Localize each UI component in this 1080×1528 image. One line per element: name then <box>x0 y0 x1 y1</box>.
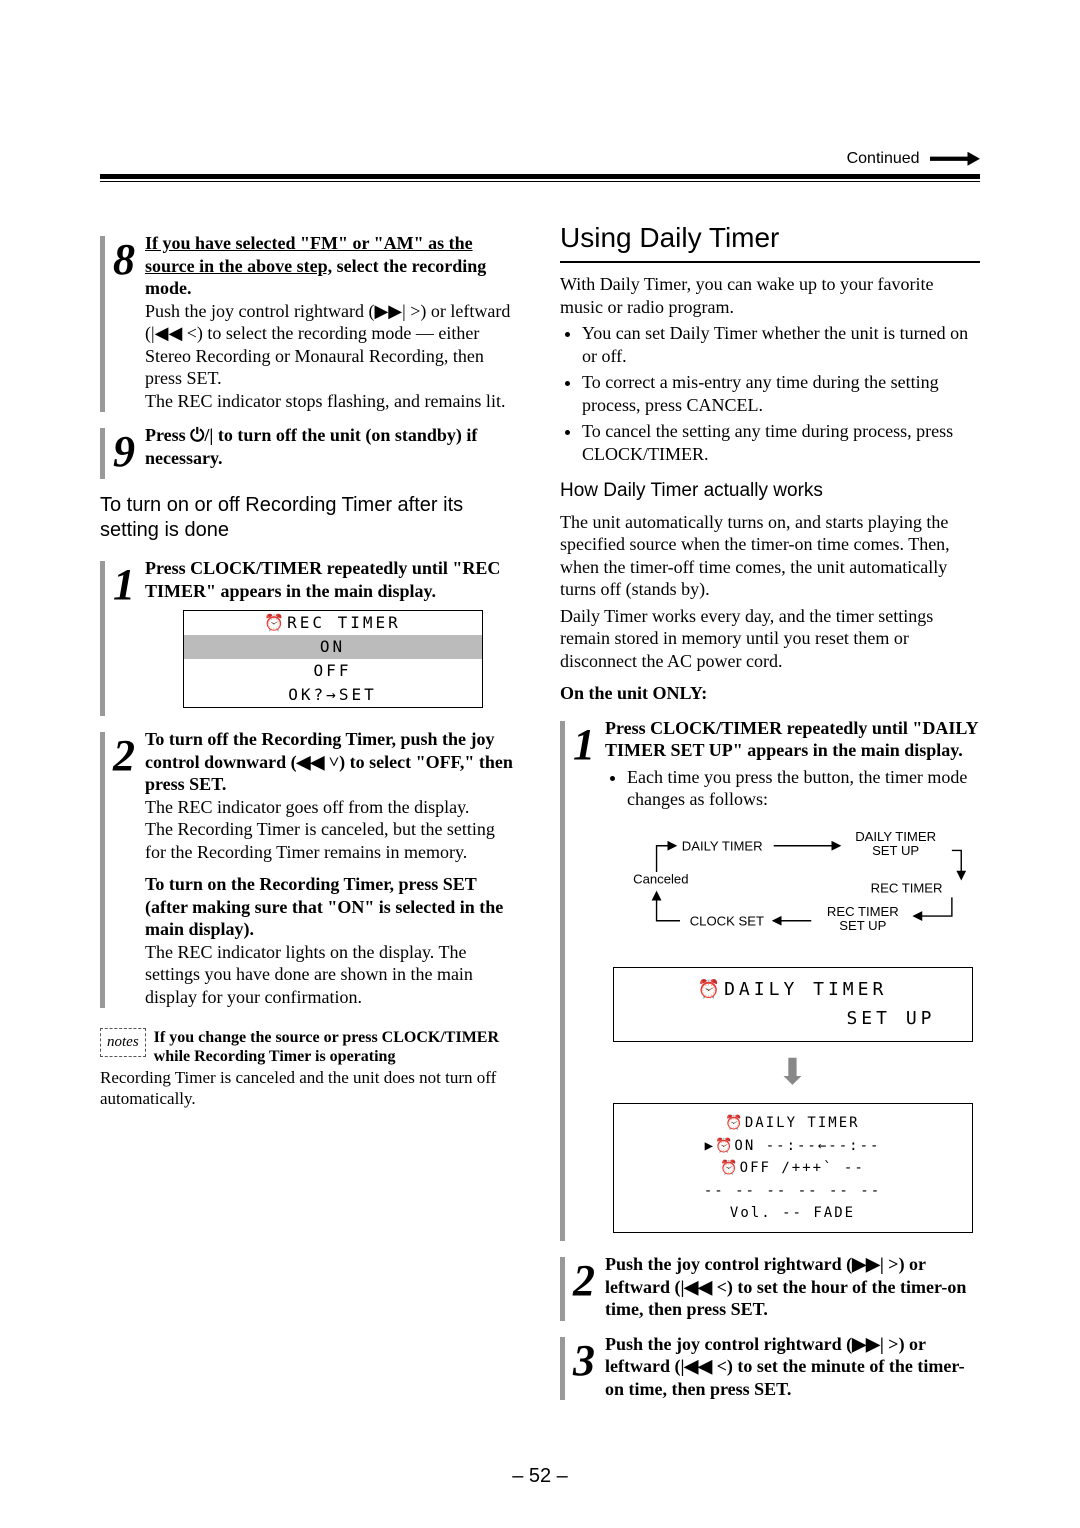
right-step-2: 2 Push the joy control rightward (▶▶| >)… <box>560 1247 980 1321</box>
rstep2-bold: Push the joy control rightward (▶▶| >) o… <box>605 1254 966 1319</box>
bullet-1: You can set Daily Timer whether the unit… <box>582 322 980 367</box>
step-bar <box>560 721 565 1242</box>
step-8: 8 If you have selected "FM" or "AM" as t… <box>100 226 520 412</box>
lstep2-bold: To turn off the Recording Timer, push th… <box>145 729 513 794</box>
step8-body2: The REC indicator stops flashing, and re… <box>145 390 520 413</box>
dg-rec-timer-setup-2: SET UP <box>839 918 886 933</box>
step8-body1: Push the joy control rightward (▶▶| >) o… <box>145 300 520 390</box>
lcd2-l5: Vol. -- FADE <box>620 1202 966 1224</box>
lstep2-body3: The REC indicator lights on the display.… <box>145 941 520 1009</box>
lstep2-body2: The Recording Timer is canceled, but the… <box>145 818 520 863</box>
dg-canceled: Canceled <box>633 871 688 886</box>
mode-cycle-diagram: DAILY TIMER DAILY TIMER SET UP REC TIMER… <box>605 827 980 940</box>
continued-arrow-icon <box>930 152 980 166</box>
notes-block: notes If you change the source or press … <box>100 1028 520 1066</box>
step-bar <box>560 1337 565 1401</box>
dg-clock-set: CLOCK SET <box>690 913 764 928</box>
step-bar <box>100 236 105 412</box>
step-num-8: 8 <box>113 232 141 287</box>
rstep3-num: 3 <box>573 1333 601 1388</box>
lcd-daily-setup: ⏰DAILY TIMER SET UP <box>613 967 973 1043</box>
dg-daily-timer-setup-2: SET UP <box>872 843 919 858</box>
lcd-l3: OFF <box>184 659 482 683</box>
step-num-2: 2 <box>113 728 141 783</box>
divider-thick <box>100 174 980 179</box>
right-column: Using Daily Timer With Daily Timer, you … <box>560 220 980 1400</box>
rstep3-bold: Push the joy control rightward (▶▶| >) o… <box>605 1334 965 1399</box>
lcd-daily-status: ⏰DAILY TIMER ▶⏰ON --:--←--:-- ⏰OFF ∕+++`… <box>613 1103 973 1233</box>
down-arrow-icon: ⬇ <box>605 1050 980 1095</box>
step-num-1: 1 <box>113 557 141 612</box>
on-unit-only: On the unit ONLY: <box>560 682 980 705</box>
left-column: 8 If you have selected "FM" or "AM" as t… <box>100 220 520 1400</box>
right-step-1: 1 Press CLOCK/TIMER repeatedly until "DA… <box>560 711 980 1242</box>
how-p1: The unit automatically turns on, and sta… <box>560 511 980 601</box>
step9-bold: Press ⏻/| to turn off the unit (on stand… <box>145 425 477 468</box>
dg-daily-timer: DAILY TIMER <box>682 838 763 853</box>
continued-text: Continued <box>847 150 920 167</box>
step-9: 9 Press ⏻/| to turn off the unit (on sta… <box>100 418 520 479</box>
step-num-9: 9 <box>113 424 141 479</box>
lstep2-body1: The REC indicator goes off from the disp… <box>145 796 520 819</box>
lcd-l1: ⏰REC TIMER <box>184 611 482 635</box>
lcd2-l1: ⏰DAILY TIMER <box>620 1112 966 1134</box>
right-step-3: 3 Push the joy control rightward (▶▶| >)… <box>560 1327 980 1401</box>
lcd1-l1: ⏰DAILY TIMER <box>620 976 966 1005</box>
lstep2-bold2: To turn on the Recording Timer, press SE… <box>145 874 503 939</box>
notes-body: Recording Timer is canceled and the unit… <box>100 1068 520 1109</box>
continued-label: Continued <box>100 150 980 168</box>
lstep1-bold: Press CLOCK/TIMER repeatedly until "REC … <box>145 558 500 601</box>
rstep1-bullet: Each time you press the button, the time… <box>627 766 980 811</box>
step-bar <box>100 732 105 1008</box>
dg-rec-timer: REC TIMER <box>871 880 943 895</box>
intro-bullets: You can set Daily Timer whether the unit… <box>582 322 980 465</box>
notes-icon: notes <box>100 1028 146 1057</box>
rstep2-num: 2 <box>573 1253 601 1308</box>
left-subhead: To turn on or off Recording Timer after … <box>100 493 520 543</box>
lcd2-l3: ⏰OFF ∕+++` -- <box>620 1157 966 1179</box>
lcd1-l2: SET UP <box>620 1005 966 1034</box>
divider-thin <box>100 181 980 182</box>
lcd2-l4: -- -- -- -- -- -- <box>620 1180 966 1202</box>
lcd-l4: OK?→SET <box>184 683 482 707</box>
left-step-1: 1 Press CLOCK/TIMER repeatedly until "RE… <box>100 551 520 716</box>
notes-bold: If you change the source or press CLOCK/… <box>154 1029 499 1065</box>
bullet-3: To cancel the setting any time during pr… <box>582 420 980 465</box>
rstep1-num: 1 <box>573 717 601 772</box>
page-number: – 52 – <box>100 1465 980 1488</box>
step-bar <box>560 1257 565 1321</box>
intro: With Daily Timer, you can wake up to you… <box>560 273 980 318</box>
how-p2: Daily Timer works every day, and the tim… <box>560 605 980 673</box>
left-step-2: 2 To turn off the Recording Timer, push … <box>100 722 520 1008</box>
dg-rec-timer-setup-1: REC TIMER <box>827 904 899 919</box>
how-title: How Daily Timer actually works <box>560 479 980 503</box>
bullet-2: To correct a mis-entry any time during t… <box>582 371 980 416</box>
dg-daily-timer-setup-1: DAILY TIMER <box>855 829 936 844</box>
lcd2-l2: ▶⏰ON --:--←--:-- <box>620 1135 966 1157</box>
lcd-rec-timer: ⏰REC TIMER ON OFF OK?→SET <box>183 610 483 708</box>
rstep1-bold: Press CLOCK/TIMER repeatedly until "DAIL… <box>605 718 978 761</box>
lcd-l2: ON <box>184 635 482 659</box>
step-bar <box>100 428 105 479</box>
section-title: Using Daily Timer <box>560 220 980 263</box>
step-bar <box>100 561 105 716</box>
